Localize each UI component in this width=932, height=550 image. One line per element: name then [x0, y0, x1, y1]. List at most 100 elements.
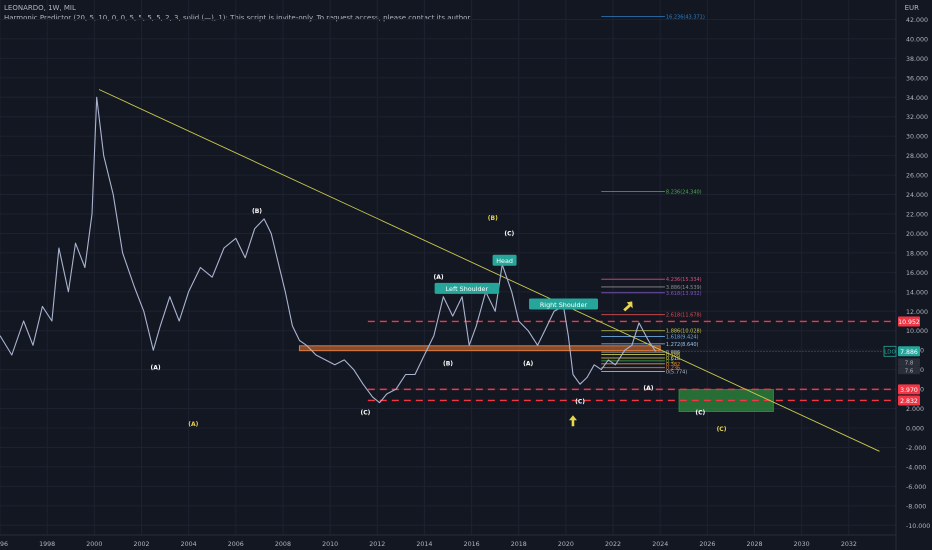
- x-tick-label: 2016: [464, 541, 480, 548]
- y-tick-label: 20.000: [906, 231, 928, 238]
- pattern-label-box: [434, 282, 500, 294]
- price-series-line: [0, 96, 656, 404]
- fib-level-label: 0.618: [666, 356, 680, 362]
- x-tick-label: 2006: [228, 541, 244, 548]
- y-tick-label: 2.000: [906, 406, 924, 413]
- fib-level-label: 0.886: [666, 350, 680, 356]
- up-arrow-icon: [568, 415, 577, 427]
- y-tick-label: 36.000: [906, 75, 928, 82]
- symbol-label: LDO: [884, 350, 895, 356]
- indicator-status: Harmonic Predictor (20, 5, 10, 0, 0, 5, …: [4, 14, 472, 22]
- y-tick-label: 26.000: [906, 173, 928, 180]
- x-tick-label: 2020: [558, 541, 574, 548]
- fib-level-label: 1.618(9.424): [666, 335, 699, 341]
- pattern-label-box: [529, 298, 599, 310]
- y-tick-label: 42.000: [906, 17, 928, 24]
- fib-level-label: 1.272(8.640): [666, 342, 699, 348]
- x-tick-label: 1998: [39, 541, 55, 548]
- y-tick-label: 34.000: [906, 95, 928, 102]
- wave-label: (C): [695, 409, 705, 416]
- y-tick-label: 16.000: [906, 270, 928, 277]
- x-tick-label: 2028: [747, 541, 763, 548]
- y-tick-label: 24.000: [906, 192, 928, 199]
- x-tick-label: 2002: [133, 541, 149, 548]
- x-tick-label: 2014: [416, 541, 432, 548]
- y-tick-label: 22.000: [906, 212, 928, 219]
- wave-label: (B): [488, 215, 498, 222]
- level-price-label: 3.970: [900, 387, 918, 394]
- fib-level-label: 0.382: [666, 362, 680, 368]
- small-price-tag: [898, 366, 920, 375]
- wave-label: (C): [504, 230, 514, 237]
- wave-label: (C): [717, 426, 727, 433]
- y-tick-label: 18.000: [906, 250, 928, 257]
- wave-label: (C): [575, 399, 585, 406]
- x-tick-label: 2030: [794, 541, 810, 548]
- trendline: [98, 89, 880, 452]
- small-price-tag: [898, 358, 920, 367]
- level-price-label: 2.832: [900, 398, 918, 405]
- y-tick-label: 28.000: [906, 153, 928, 160]
- small-price-label: 7.6: [905, 368, 914, 374]
- y-tick-label: -6.000: [906, 484, 926, 491]
- y-tick-label: -4.000: [906, 464, 926, 471]
- fib-level-label: 1.886(10.028): [666, 329, 702, 335]
- wave-label: (A): [151, 365, 161, 372]
- y-tick-label: -8.000: [906, 503, 926, 510]
- fib-level-label: 2.618(11.678): [666, 313, 702, 319]
- fib-level-label: 16.236(43.371): [666, 15, 705, 21]
- fib-level-label: 0.236: [666, 366, 680, 372]
- level-price-tag: [898, 384, 920, 395]
- y-tick-label: 12.000: [906, 309, 928, 316]
- fib-level-label: 0(5.774): [666, 370, 687, 376]
- fib-level-label: 3.618(13.932): [666, 291, 702, 297]
- level-price-tag: [898, 316, 920, 327]
- y-tick-label: 30.000: [906, 134, 928, 141]
- fib-level-label: 8.236(24.340): [666, 190, 702, 196]
- pattern-label: Head: [496, 257, 513, 265]
- wave-label: (C): [361, 409, 371, 416]
- fib-level-label: 4.236(15.334): [666, 277, 702, 283]
- x-tick-label: 2022: [605, 541, 621, 548]
- y-tick-label: 32.000: [906, 114, 928, 121]
- x-tick-label: 2008: [275, 541, 291, 548]
- y-tick-label: 38.000: [906, 56, 928, 63]
- x-tick-label: 2024: [652, 541, 668, 548]
- x-tick-label: 2010: [322, 541, 338, 548]
- x-tick-label: 2012: [369, 541, 385, 548]
- wave-label: (A): [643, 385, 653, 392]
- y-tick-label: 14.000: [906, 289, 928, 296]
- symbol-title: LEONARDO, 1W, MIL: [4, 4, 76, 12]
- wave-label: (A): [523, 361, 533, 368]
- x-tick-label: 1996: [0, 541, 8, 548]
- last-price-tag: [898, 346, 920, 357]
- y-tick-label: 0.000: [906, 426, 924, 433]
- y-tick-label: -2.000: [906, 445, 926, 452]
- wave-label: (B): [252, 208, 262, 215]
- x-tick-label: 2000: [86, 541, 102, 548]
- fib-level-label: 3.886(14.539): [666, 285, 702, 291]
- last-price-label: 7.886: [900, 349, 918, 356]
- pattern-label-box: [492, 254, 517, 266]
- x-tick-label: 2018: [511, 541, 527, 548]
- small-price-label: 7.8: [905, 360, 914, 366]
- currency-label: EUR: [904, 4, 919, 12]
- y-tick-label: -10.000: [906, 523, 930, 530]
- x-tick-label: 2026: [699, 541, 715, 548]
- diagonal-arrow-icon: [623, 301, 633, 312]
- wave-label: (A): [188, 421, 198, 428]
- y-tick-label: 10.000: [906, 328, 928, 335]
- symbol-tag: [883, 345, 897, 357]
- y-tick-label: 40.000: [906, 36, 928, 43]
- fib-level-label: 0.5: [666, 359, 674, 365]
- zone-orange: [298, 345, 661, 352]
- zone-green: [678, 389, 774, 412]
- wave-label: (B): [443, 361, 453, 368]
- level-price-tag: [898, 395, 920, 406]
- x-tick-label: 2004: [181, 541, 197, 548]
- pattern-label: Left Shoulder: [446, 285, 489, 293]
- level-price-label: 10.952: [898, 319, 920, 326]
- wave-label: (A): [433, 274, 443, 281]
- x-tick-label: 2032: [841, 541, 857, 548]
